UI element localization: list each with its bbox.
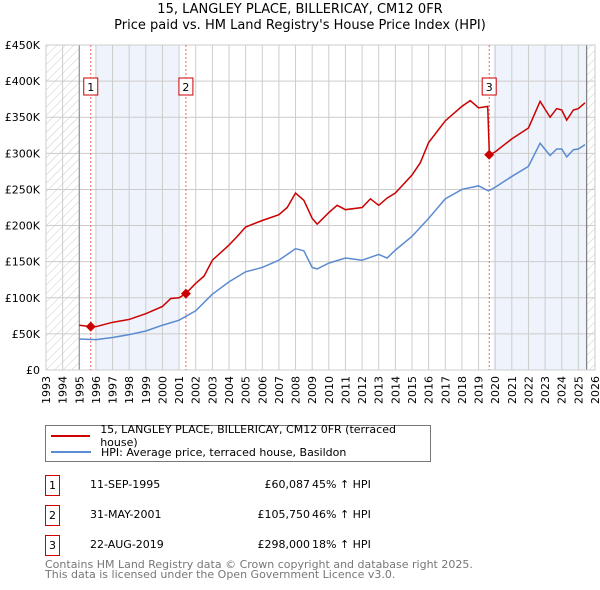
sale-marker-label: 3 <box>486 81 493 94</box>
x-tick-label: 2018 <box>456 376 469 404</box>
sale-hpi: 46% ↑ HPI <box>312 508 371 521</box>
sale-hpi: 45% ↑ HPI <box>312 478 371 491</box>
legend-label: 15, LANGLEY PLACE, BILLERICAY, CM12 0FR … <box>100 423 396 449</box>
sale-hpi: 18% ↑ HPI <box>312 538 371 551</box>
x-tick-label: 2003 <box>206 376 219 404</box>
sale-marker-label: 1 <box>87 81 94 94</box>
sale-price: £105,750 <box>257 508 311 521</box>
x-tick-label: 1994 <box>57 376 70 404</box>
x-tick-label: 1998 <box>123 376 136 404</box>
sale-marker-label: 2 <box>45 505 60 526</box>
x-tick-label: 1995 <box>73 376 86 404</box>
sale-date: 22-AUG-2019 <box>90 538 164 551</box>
sale-point <box>85 321 96 332</box>
x-tick-label: 2017 <box>439 376 452 404</box>
sale-price: £298,000 <box>257 538 311 551</box>
x-tick-label: 2008 <box>290 376 303 404</box>
y-tick-label: £200K <box>5 220 41 233</box>
sale-date: 11-SEP-1995 <box>90 478 161 491</box>
line-chart: 1993 1994 1995 1996 1997 1998 1999 2000 2001 2002… <box>5 39 600 404</box>
x-tick-label: 2004 <box>223 376 236 404</box>
x-tick-label: 2000 <box>156 376 169 404</box>
x-tick-label: 2005 <box>240 376 253 404</box>
x-tick-label: 2002 <box>190 376 203 404</box>
sale-marker-box <box>178 77 194 96</box>
x-tick-label: 1996 <box>90 376 103 404</box>
x-tick-label: 2012 <box>356 376 369 404</box>
x-tick-label: 2006 <box>256 376 269 404</box>
x-tick-label: 2021 <box>506 376 519 404</box>
x-tick-label: 2016 <box>423 376 436 404</box>
x-tick-label: 2013 <box>373 376 386 404</box>
sale-price: £60,087 <box>264 478 311 491</box>
hatched-region <box>586 45 595 370</box>
x-tick-label: 2024 <box>556 376 569 404</box>
sale-point <box>484 149 495 160</box>
sale-marker-box <box>83 77 99 96</box>
y-tick-label: £250K <box>5 183 41 196</box>
x-tick-label: 2010 <box>323 376 336 404</box>
chart-title: 15, LANGLEY PLACE, BILLERICAY, CM12 0FR <box>157 2 443 17</box>
sale-point <box>180 288 191 299</box>
sale-marker-label: 1 <box>45 475 60 496</box>
x-tick-label: 2023 <box>539 376 552 404</box>
x-tick-label: 1999 <box>140 376 153 404</box>
x-tick-label: 1997 <box>107 376 120 404</box>
x-tick-label: 2020 <box>489 376 502 404</box>
x-tick-label: 2025 <box>572 376 585 404</box>
legend-item-property: 15, LANGLEY PLACE, BILLERICAY, CM12 0FR … <box>51 423 430 449</box>
x-tick-label: 2014 <box>389 376 402 404</box>
x-tick-label: 2015 <box>406 376 419 404</box>
series-line <box>79 99 586 328</box>
x-tick-label: 2011 <box>339 376 352 404</box>
y-tick-label: £350K <box>5 111 41 124</box>
footer-line-2: This data is licensed under the Open Gov… <box>45 568 396 581</box>
x-tick-label: 2007 <box>273 376 286 404</box>
x-tick-label: 2022 <box>522 376 535 404</box>
x-tick-label: 2026 <box>589 376 600 404</box>
sale-marker-label: 2 <box>182 81 189 94</box>
series-line <box>79 141 586 341</box>
y-tick-label: £300K <box>5 147 41 160</box>
y-tick-label: £50K <box>12 328 41 341</box>
sale-marker-label: 3 <box>45 535 60 556</box>
sale-marker-box <box>481 77 497 96</box>
x-tick-label: 2009 <box>306 376 319 404</box>
chart-subtitle: Price paid vs. HM Land Registry's House … <box>114 18 486 33</box>
legend-label: HPI: Average price, terraced house, Basi… <box>101 445 347 459</box>
y-tick-label: £450K <box>5 39 41 52</box>
shaded-band <box>493 45 587 370</box>
x-tick-label: 2001 <box>173 376 186 404</box>
y-tick-label: £0 <box>26 364 40 377</box>
red-line-swatch <box>51 435 91 437</box>
legend-item-hpi: HPI: Average price, terraced house, Basi… <box>51 444 346 460</box>
y-tick-label: £150K <box>5 256 41 269</box>
blue-line-swatch <box>51 451 91 453</box>
x-tick-label: 2019 <box>473 376 486 404</box>
x-tick-label: 1993 <box>40 376 53 404</box>
sale-date: 31-MAY-2001 <box>90 508 162 521</box>
footer: Contains HM Land Registry data © Crown c… <box>45 558 473 581</box>
plot-border <box>45 44 596 371</box>
y-tick-label: £100K <box>5 292 41 305</box>
legend: 15, LANGLEY PLACE, BILLERICAY, CM12 0FR … <box>45 423 431 462</box>
y-tick-label: £400K <box>5 75 41 88</box>
footer-line-1: Contains HM Land Registry data © Crown c… <box>45 558 473 571</box>
shaded-band <box>95 45 180 370</box>
